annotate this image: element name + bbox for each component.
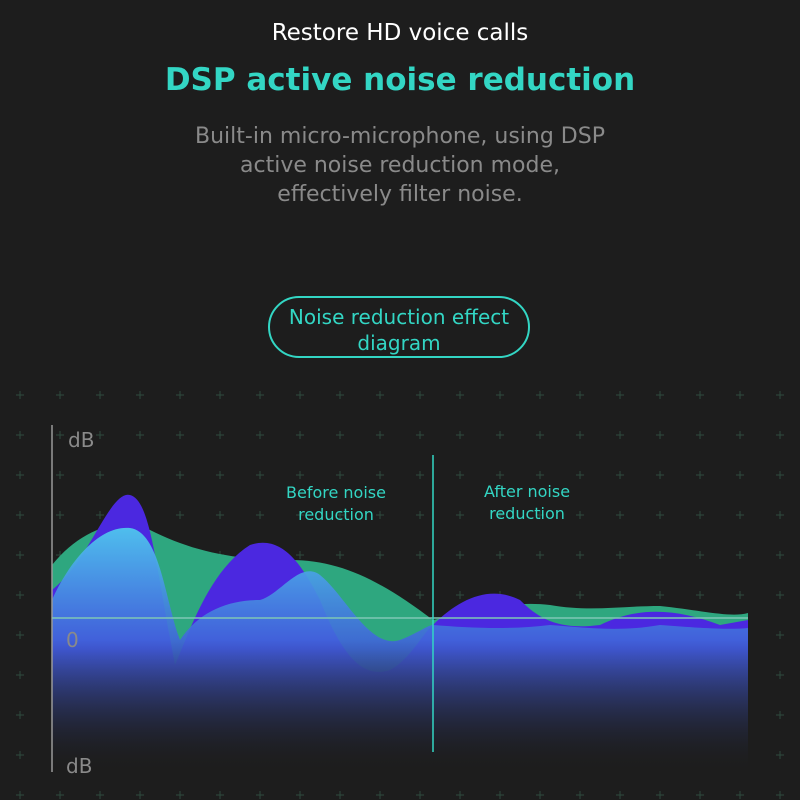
bottom-fade xyxy=(52,640,752,775)
description-line: active noise reduction mode, xyxy=(240,153,560,178)
badge-line: Noise reduction effect xyxy=(288,305,510,329)
label-line: reduction xyxy=(298,505,374,524)
badge: Noise reduction effect diagram xyxy=(268,296,530,358)
subtitle: Restore HD voice calls xyxy=(271,20,529,46)
before-label: Before noise reduction xyxy=(256,482,416,526)
title: DSP active noise reduction xyxy=(164,62,636,98)
axis-label: dB xyxy=(68,428,95,452)
label-line: After noise xyxy=(483,482,571,501)
label-line: Before noise xyxy=(286,483,386,502)
after-label: After noise reduction xyxy=(447,481,607,525)
label-line: reduction xyxy=(489,504,565,523)
badge-line: diagram xyxy=(357,331,441,355)
description: Built-in micro-microphone, using DSP act… xyxy=(0,122,800,209)
description-line: effectively filter noise. xyxy=(277,182,523,207)
axis-label: dB xyxy=(66,754,93,778)
description-line: Built-in micro-microphone, using DSP xyxy=(195,124,605,149)
axis-label: 0 xyxy=(66,628,79,652)
